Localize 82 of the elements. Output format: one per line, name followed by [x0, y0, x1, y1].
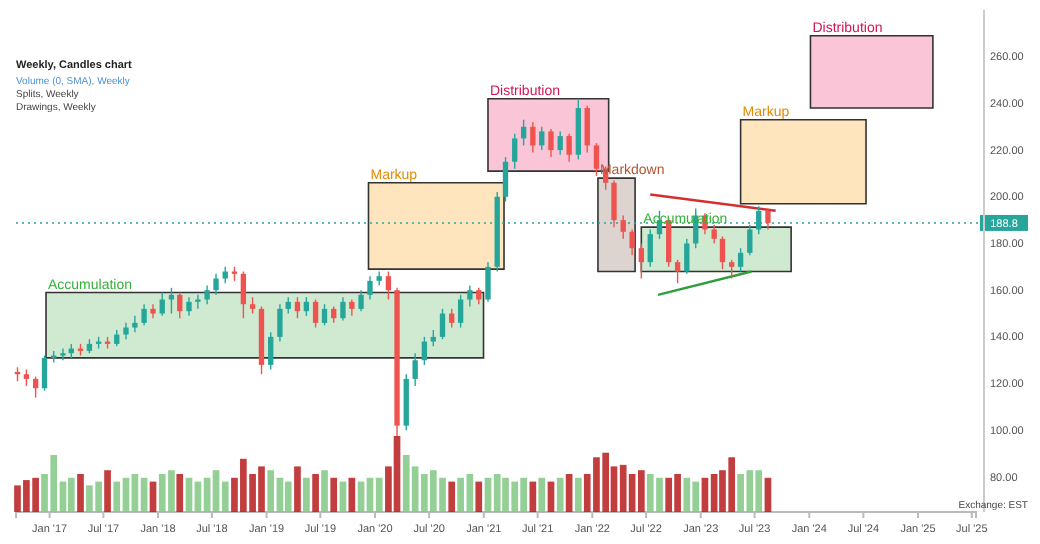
candlestick	[376, 270, 382, 287]
candlestick	[177, 291, 183, 319]
bar	[475, 481, 483, 512]
bar	[448, 481, 456, 512]
candlestick	[530, 121, 536, 154]
candlestick	[449, 308, 455, 329]
candlestick	[584, 105, 590, 154]
candlestick	[277, 303, 283, 343]
candlestick	[403, 373, 409, 431]
candlestick	[620, 214, 626, 240]
candlestick	[638, 242, 645, 280]
candlestick	[729, 259, 735, 280]
candlestick	[358, 289, 364, 312]
candlestick	[294, 296, 301, 319]
candlestick	[485, 261, 491, 303]
candlestick	[204, 284, 210, 305]
bar	[321, 470, 328, 512]
bar	[113, 481, 121, 512]
candlestick	[719, 235, 726, 270]
bar	[267, 470, 275, 512]
candlestick	[132, 315, 138, 333]
candlestick	[385, 270, 392, 301]
bar	[556, 477, 564, 512]
candlestick	[575, 98, 581, 161]
candlestick	[367, 275, 373, 301]
candlestick	[593, 142, 600, 177]
candlestick	[412, 352, 418, 387]
bar	[77, 474, 84, 512]
bar	[710, 474, 718, 512]
candlestick	[566, 133, 572, 163]
candlestick	[711, 224, 717, 245]
candlestick	[512, 133, 518, 170]
candlestick	[611, 179, 617, 228]
bar	[330, 477, 338, 512]
candlestick	[168, 287, 175, 315]
bar	[538, 477, 546, 512]
bar	[104, 470, 111, 512]
candlestick	[141, 303, 147, 326]
bar	[294, 466, 301, 512]
candlestick	[502, 156, 509, 203]
candlestick	[467, 284, 473, 308]
candlestick	[629, 228, 635, 256]
candlestick	[684, 238, 690, 275]
bar	[493, 474, 501, 512]
candlestick	[150, 303, 156, 319]
bar	[619, 464, 627, 512]
candlestick	[340, 296, 346, 322]
candlestick	[195, 294, 201, 310]
candlestick	[268, 331, 274, 371]
candlestick	[159, 291, 165, 317]
candlestick	[421, 336, 428, 366]
candlestick	[439, 308, 446, 340]
candlestick	[321, 303, 328, 326]
candlestick	[557, 130, 563, 156]
candlestick	[765, 207, 771, 231]
candlestick	[213, 273, 219, 296]
bar	[303, 477, 310, 512]
candlestick	[312, 298, 319, 329]
candlestick	[41, 354, 48, 392]
bar	[375, 477, 383, 512]
bar	[312, 474, 319, 512]
bar	[393, 436, 401, 512]
candlestick	[539, 126, 545, 151]
bar	[131, 474, 139, 512]
candlestick	[303, 296, 310, 317]
candlestick	[240, 270, 247, 319]
candlestick	[186, 296, 192, 317]
candlestick	[548, 128, 554, 158]
bar	[176, 474, 184, 512]
candlestick	[457, 294, 464, 329]
bar	[665, 477, 673, 512]
candlestick	[674, 259, 681, 284]
bar	[637, 470, 645, 512]
bar	[565, 474, 573, 512]
candlestick	[647, 228, 653, 268]
candlestick	[737, 247, 744, 273]
bar	[574, 477, 582, 512]
bar	[683, 477, 691, 512]
bar	[284, 481, 292, 512]
candlestick	[32, 375, 39, 399]
bar	[67, 477, 75, 512]
candlestick	[60, 347, 66, 361]
